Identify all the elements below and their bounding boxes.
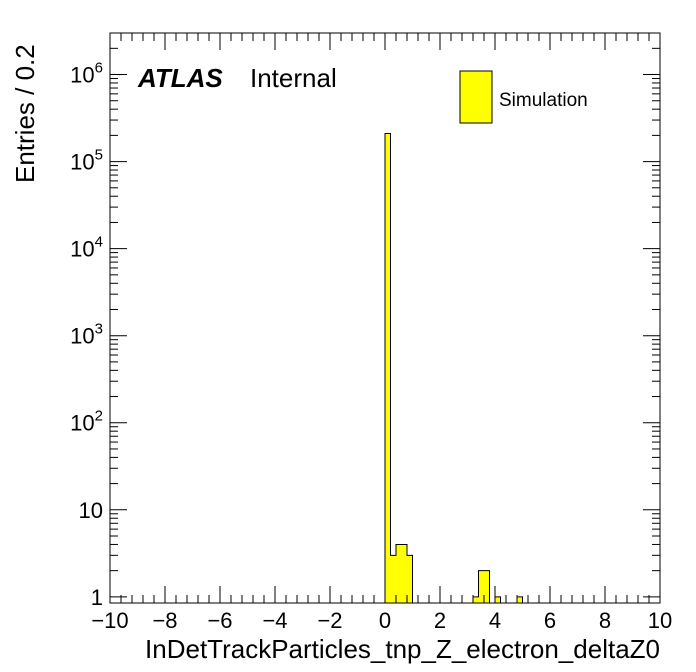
histogram-bar xyxy=(473,596,479,603)
atlas-label: ATLAS xyxy=(137,63,223,93)
histogram-bar xyxy=(385,133,391,603)
y-tick-label: 1 xyxy=(91,585,103,610)
x-tick-label: −8 xyxy=(152,608,177,633)
y-tick-label: 10 xyxy=(79,498,103,523)
y-tick-label: 102 xyxy=(70,408,103,436)
histogram-bar xyxy=(401,544,407,603)
histogram-bar xyxy=(396,544,402,603)
tick-labels: −10 −8 −6 −4 −2 0 2 4 6 8 10 1 10 102 103 104 105 106 xyxy=(70,60,672,633)
y-tick-label: 103 xyxy=(70,321,103,349)
x-tick-label: −2 xyxy=(317,608,342,633)
histogram-bar xyxy=(407,555,413,603)
legend: Simulation xyxy=(459,70,588,124)
x-axis-title: InDetTrackParticles_tnp_Z_electron_delta… xyxy=(145,634,660,664)
histogram-outline xyxy=(384,133,523,603)
y-tick-label: 105 xyxy=(70,147,103,175)
ticks xyxy=(109,32,661,603)
legend-entry-label: Simulation xyxy=(499,90,588,111)
x-tick-label: 4 xyxy=(489,608,501,633)
histogram-bars xyxy=(384,133,523,603)
y-tick-label: 104 xyxy=(70,234,103,262)
legend-swatch xyxy=(459,70,493,124)
histogram-bar xyxy=(478,570,484,603)
internal-label: Internal xyxy=(250,63,337,93)
histogram-bar xyxy=(495,596,501,603)
x-tick-label: 10 xyxy=(648,608,672,633)
x-tick-label: 6 xyxy=(544,608,556,633)
x-tick-label: 2 xyxy=(434,608,446,633)
x-tick-label: 8 xyxy=(599,608,611,633)
x-tick-label: −6 xyxy=(207,608,232,633)
histogram-bar xyxy=(517,596,523,603)
x-tick-label: −4 xyxy=(262,608,287,633)
y-tick-label: 106 xyxy=(70,60,103,88)
x-tick-label: −10 xyxy=(91,608,128,633)
histogram-bar xyxy=(484,570,490,603)
y-axis-title: Entries / 0.2 xyxy=(10,44,40,183)
histogram-bar xyxy=(390,555,396,603)
x-tick-label: 0 xyxy=(379,608,391,633)
